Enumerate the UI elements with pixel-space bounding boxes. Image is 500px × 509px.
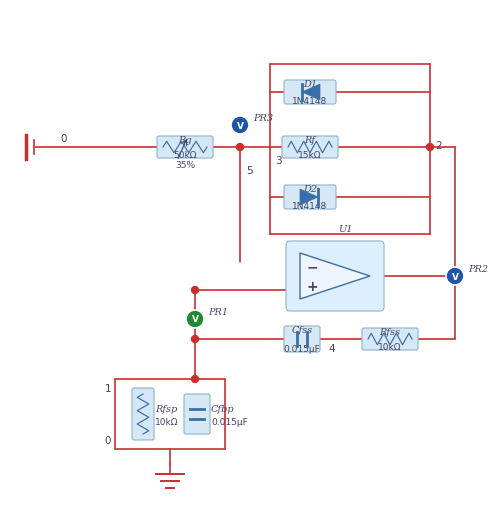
Text: PR3: PR3 bbox=[253, 114, 273, 123]
Text: 3: 3 bbox=[275, 156, 281, 165]
FancyBboxPatch shape bbox=[282, 137, 338, 159]
Text: V: V bbox=[452, 272, 458, 281]
FancyBboxPatch shape bbox=[284, 186, 336, 210]
Text: V: V bbox=[236, 121, 244, 130]
Text: 10kΩ: 10kΩ bbox=[378, 343, 402, 351]
Text: Cfss: Cfss bbox=[292, 325, 312, 334]
Text: 4: 4 bbox=[328, 344, 334, 353]
FancyBboxPatch shape bbox=[362, 328, 418, 350]
Circle shape bbox=[426, 144, 434, 151]
Polygon shape bbox=[300, 253, 370, 299]
Text: D2: D2 bbox=[303, 185, 317, 193]
Circle shape bbox=[192, 287, 198, 294]
Text: PR1: PR1 bbox=[208, 307, 228, 317]
Text: 35%: 35% bbox=[175, 161, 195, 169]
Text: Cfbp: Cfbp bbox=[211, 405, 234, 414]
Text: 0: 0 bbox=[60, 134, 66, 144]
Text: D1: D1 bbox=[303, 80, 317, 89]
Circle shape bbox=[192, 336, 198, 343]
Text: 1N4148: 1N4148 bbox=[292, 97, 328, 106]
Text: 1: 1 bbox=[104, 383, 111, 393]
Text: −: − bbox=[306, 260, 318, 273]
Text: 1N4148: 1N4148 bbox=[292, 202, 328, 211]
Circle shape bbox=[446, 267, 464, 286]
Circle shape bbox=[452, 273, 458, 280]
FancyBboxPatch shape bbox=[132, 388, 154, 440]
Text: Rfsp: Rfsp bbox=[155, 405, 178, 414]
Circle shape bbox=[236, 144, 244, 151]
Text: Rfss: Rfss bbox=[380, 327, 400, 336]
Text: 0.015μF: 0.015μF bbox=[211, 418, 248, 427]
FancyBboxPatch shape bbox=[157, 137, 213, 159]
Text: 0.015μF: 0.015μF bbox=[284, 344, 321, 353]
Text: 10kΩ: 10kΩ bbox=[155, 418, 178, 427]
Circle shape bbox=[186, 310, 204, 328]
Circle shape bbox=[231, 117, 249, 135]
FancyBboxPatch shape bbox=[284, 81, 336, 105]
Text: 50kΩ: 50kΩ bbox=[174, 151, 197, 160]
FancyBboxPatch shape bbox=[284, 326, 320, 352]
FancyBboxPatch shape bbox=[286, 242, 384, 312]
Polygon shape bbox=[300, 190, 318, 206]
FancyBboxPatch shape bbox=[184, 394, 210, 434]
Circle shape bbox=[192, 376, 198, 383]
Text: 2: 2 bbox=[435, 140, 442, 151]
Text: Rf: Rf bbox=[304, 136, 316, 145]
Text: U1: U1 bbox=[338, 224, 352, 234]
Text: Rg: Rg bbox=[178, 136, 192, 145]
Text: 5: 5 bbox=[246, 165, 252, 176]
Text: 15kΩ: 15kΩ bbox=[298, 151, 322, 160]
Text: +: + bbox=[306, 279, 318, 293]
Text: 0: 0 bbox=[104, 435, 111, 445]
Polygon shape bbox=[302, 85, 320, 101]
Text: V: V bbox=[192, 315, 198, 324]
Text: PR2: PR2 bbox=[468, 265, 488, 273]
